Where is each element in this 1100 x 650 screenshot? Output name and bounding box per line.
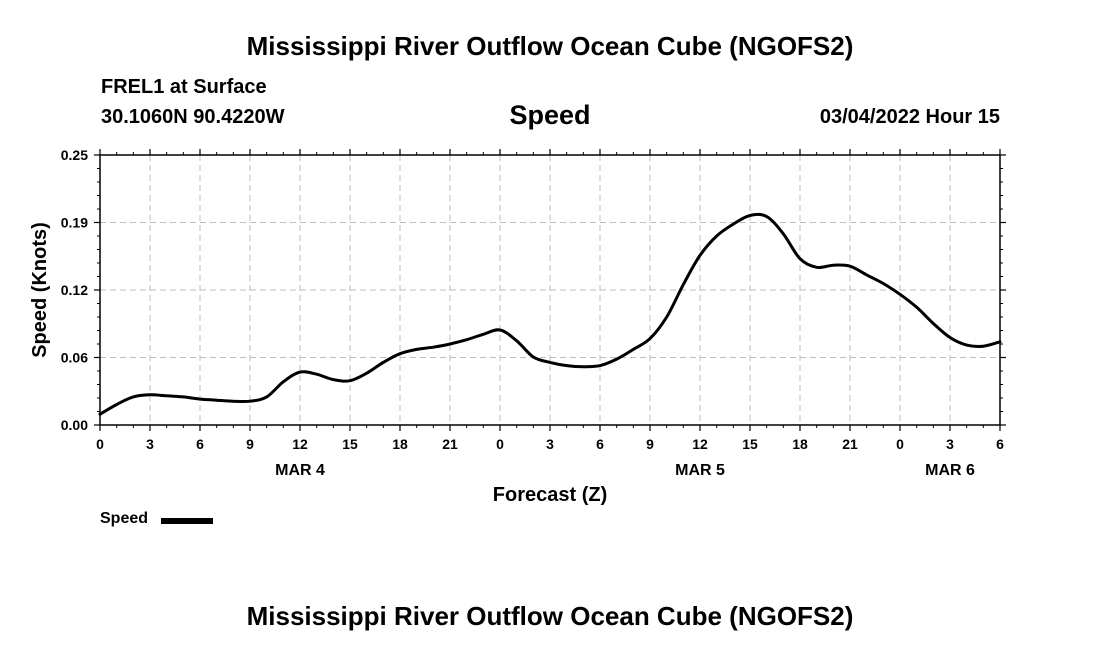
y-tick-label: 0.06 [61,350,88,366]
station-label: FREL1 at Surface [101,76,267,98]
y-axis-title: Speed (Knots) [29,222,51,358]
x-tick-label: 0 [896,436,904,452]
x-tick-label: 15 [742,436,758,452]
x-tick-label: 3 [546,436,554,452]
x-tick-label: 3 [946,436,954,452]
x-tick-label: 18 [392,436,408,452]
speed-series-line [98,212,1002,416]
x-tick-label: 21 [842,436,858,452]
x-tick-label: 3 [146,436,154,452]
forecast-datetime: 03/04/2022 Hour 15 [819,106,1000,128]
y-tick-label: 0.12 [61,282,88,298]
x-tick-label: 12 [692,436,708,452]
x-tick-label: 0 [496,436,504,452]
x-tick-label: 6 [596,436,604,452]
grid-lines [100,155,1000,425]
axis-ticks [94,149,1006,431]
x-tick-label: 9 [246,436,254,452]
x-tick-label: 6 [196,436,204,452]
chart-title: Mississippi River Outflow Ocean Cube (NG… [246,31,854,61]
x-tick-label: 18 [792,436,808,452]
axis-tick-labels: 0 3 6 9 12 15 18 21 0 3 6 9 12 15 18 21 0 3 6 0.00 0.06 0.12 0… [61,147,1004,479]
date-label: MAR 6 [925,462,975,479]
x-tick-label: 6 [996,436,1004,452]
x-tick-label: 12 [292,436,308,452]
date-label: MAR 5 [675,462,725,479]
x-tick-label: 15 [342,436,358,452]
y-tick-label: 0.25 [61,147,88,163]
legend-swatch [161,518,213,524]
variable-title: Speed [509,100,591,130]
x-tick-label: 9 [646,436,654,452]
legend-label: Speed [100,510,149,527]
x-tick-label: 0 [96,436,104,452]
footer-title: Mississippi River Outflow Ocean Cube (NG… [246,601,854,631]
date-label: MAR 4 [275,462,325,479]
x-tick-label: 21 [442,436,458,452]
coordinates-label: 30.1060N 90.4220W [101,106,285,128]
y-tick-label: 0.19 [61,215,88,231]
y-tick-label: 0.00 [61,417,88,433]
x-axis-title: Forecast (Z) [493,484,607,506]
